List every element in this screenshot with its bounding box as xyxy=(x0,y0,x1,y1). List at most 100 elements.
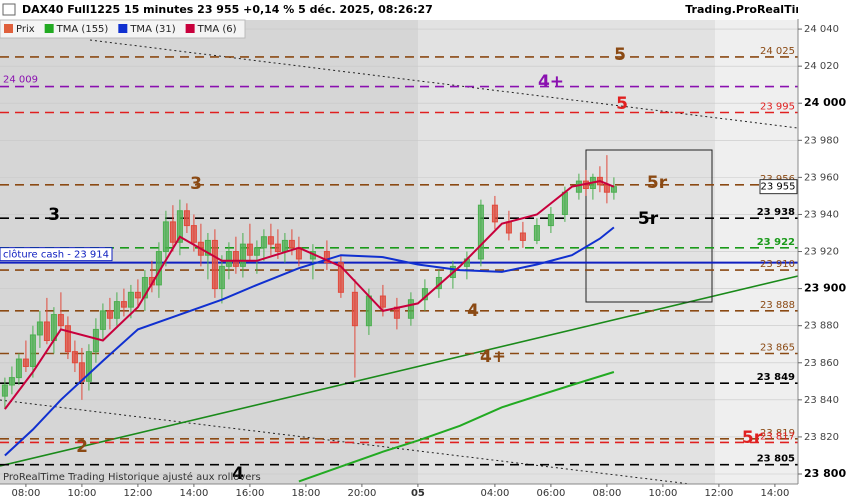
ma-line xyxy=(4,226,615,457)
annotation: 5r xyxy=(742,428,763,448)
candle-body xyxy=(43,321,50,342)
candle-body xyxy=(288,239,295,249)
chart-title: DAX40 Full1225 15 minutes 23 955 +0,14 %… xyxy=(22,3,433,16)
trend-line xyxy=(0,399,691,485)
annotation: 4 xyxy=(232,464,244,484)
legend-label: TMA (155) xyxy=(56,24,109,35)
legend-swatch xyxy=(185,24,195,33)
candle-body xyxy=(351,291,358,327)
legend-label: TMA (6) xyxy=(197,24,237,35)
level-label: 23 805 xyxy=(757,454,795,465)
legend: Prix TMA (155) TMA (31) TMA (6) xyxy=(4,24,237,35)
candle-body xyxy=(64,325,71,353)
candle-body xyxy=(169,221,176,243)
x-tick-label: 16:00 xyxy=(235,488,264,499)
y-tick-label: 24 020 xyxy=(804,61,839,72)
x-tick-label: 08:00 xyxy=(592,488,621,499)
candle-body xyxy=(134,291,141,299)
candle-body xyxy=(141,276,148,299)
y-tick-label: 24 040 xyxy=(804,24,839,35)
level-label: 23 865 xyxy=(760,342,795,353)
annotation: 3 xyxy=(190,174,202,194)
candle-body xyxy=(183,210,190,227)
candle-body xyxy=(505,221,512,234)
ma-line xyxy=(298,371,615,483)
candle-body xyxy=(379,295,386,308)
candle-body xyxy=(218,265,225,290)
level-label: 23 910 xyxy=(760,259,795,270)
x-tick-label: 12:00 xyxy=(704,488,733,499)
candle-body xyxy=(239,243,246,267)
candle-body xyxy=(365,295,372,327)
candle-body xyxy=(561,191,568,215)
candle-body xyxy=(246,243,253,256)
candle-body xyxy=(519,232,526,241)
y-tick-label: 23 860 xyxy=(804,358,839,369)
y-tick-label: 23 940 xyxy=(804,209,839,220)
candle-body xyxy=(225,251,232,267)
y-axis-area xyxy=(798,0,850,500)
candle-body xyxy=(407,299,414,319)
legend-swatch xyxy=(44,24,54,33)
candle-body xyxy=(533,225,540,241)
y-tick-label: 23 920 xyxy=(804,247,839,258)
x-tick-label: 20:00 xyxy=(347,488,376,499)
candle-body xyxy=(22,358,29,367)
y-tick-label: 23 900 xyxy=(804,282,846,295)
candle-body xyxy=(162,221,169,253)
annotation: 5 xyxy=(616,94,628,114)
level-label-box xyxy=(0,247,113,262)
candle-body xyxy=(29,334,36,367)
legend-label: Prix xyxy=(16,24,35,35)
trend-line xyxy=(89,39,799,129)
candle-body xyxy=(127,291,134,308)
candle-body xyxy=(491,204,498,223)
session-shade xyxy=(418,20,715,484)
levels xyxy=(0,56,798,466)
candle-body xyxy=(176,210,183,243)
ma-line xyxy=(4,180,615,410)
candle-body xyxy=(15,358,22,379)
x-tick-label: 14:00 xyxy=(760,488,789,499)
x-tick-label: 06:00 xyxy=(536,488,565,499)
candle-body xyxy=(120,301,127,308)
candle-body xyxy=(253,247,260,256)
candle-body xyxy=(106,310,113,319)
annotation: 5r xyxy=(638,209,659,229)
y-tick-label: 23 980 xyxy=(804,135,839,146)
candle-body xyxy=(610,186,617,193)
candle-body xyxy=(36,321,43,336)
x-axis-area xyxy=(0,484,850,500)
legend-swatch xyxy=(4,24,13,33)
candle-body xyxy=(477,204,484,260)
last-price: 23 955 xyxy=(761,182,796,193)
annotation: 4+ xyxy=(538,72,564,92)
x-tick-label: 14:00 xyxy=(179,488,208,499)
x-tick-label: 10:00 xyxy=(67,488,96,499)
candle-body xyxy=(1,384,8,397)
trend-line xyxy=(0,275,799,467)
candle-body xyxy=(323,251,330,264)
level-label: 23 922 xyxy=(757,237,795,248)
candle-body xyxy=(232,251,239,267)
candle-body xyxy=(211,239,218,290)
level-label: 23 938 xyxy=(757,207,795,218)
candle-body xyxy=(267,236,274,245)
x-tick-label: 18:00 xyxy=(291,488,320,499)
future-shade xyxy=(715,20,798,484)
menu-icon[interactable] xyxy=(2,3,16,16)
y-tick-label: 23 800 xyxy=(804,467,846,480)
candle-body xyxy=(71,351,78,364)
level-label: 23 995 xyxy=(760,102,795,113)
candle-body xyxy=(204,239,211,256)
level-label: 23 888 xyxy=(760,300,795,311)
y-tick-label: 23 880 xyxy=(804,321,839,332)
annotation: 4+ xyxy=(480,347,506,367)
y-tick-label: 23 820 xyxy=(804,432,839,443)
candle-body xyxy=(113,301,120,319)
legend-label: TMA (31) xyxy=(129,24,175,35)
level-label: 24 025 xyxy=(760,46,795,57)
candle-body xyxy=(281,239,288,253)
axes: 23 800 23 820 23 840 23 860 23 880 23 900 23 9… xyxy=(11,24,846,499)
